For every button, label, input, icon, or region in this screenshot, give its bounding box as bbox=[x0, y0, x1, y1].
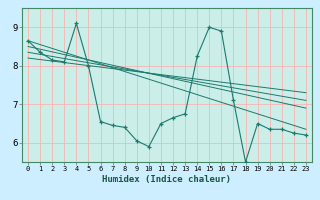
X-axis label: Humidex (Indice chaleur): Humidex (Indice chaleur) bbox=[102, 175, 231, 184]
